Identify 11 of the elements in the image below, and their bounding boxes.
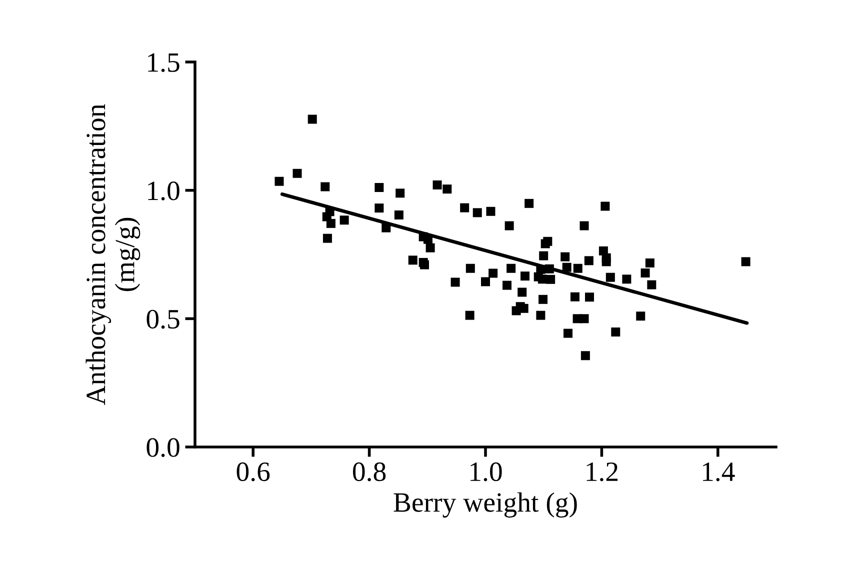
x-tick-label: 1.0 xyxy=(470,462,502,482)
y-tick-label: 0.5 xyxy=(146,310,180,329)
y-axis-title: Anthocyanin concentration (mg/g) xyxy=(86,104,140,406)
x-tick-label: 0.6 xyxy=(236,462,270,482)
y-tick-label: 1.5 xyxy=(148,53,180,72)
x-tick-label: 0.8 xyxy=(353,462,386,482)
x-tick-label: 1.2 xyxy=(586,462,618,482)
y-tick-label: 0.0 xyxy=(146,438,180,458)
x-axis-title: Berry weight (g) xyxy=(394,492,577,518)
y-tick-label: 1.0 xyxy=(148,182,180,200)
x-tick-label: 1.4 xyxy=(702,462,735,482)
